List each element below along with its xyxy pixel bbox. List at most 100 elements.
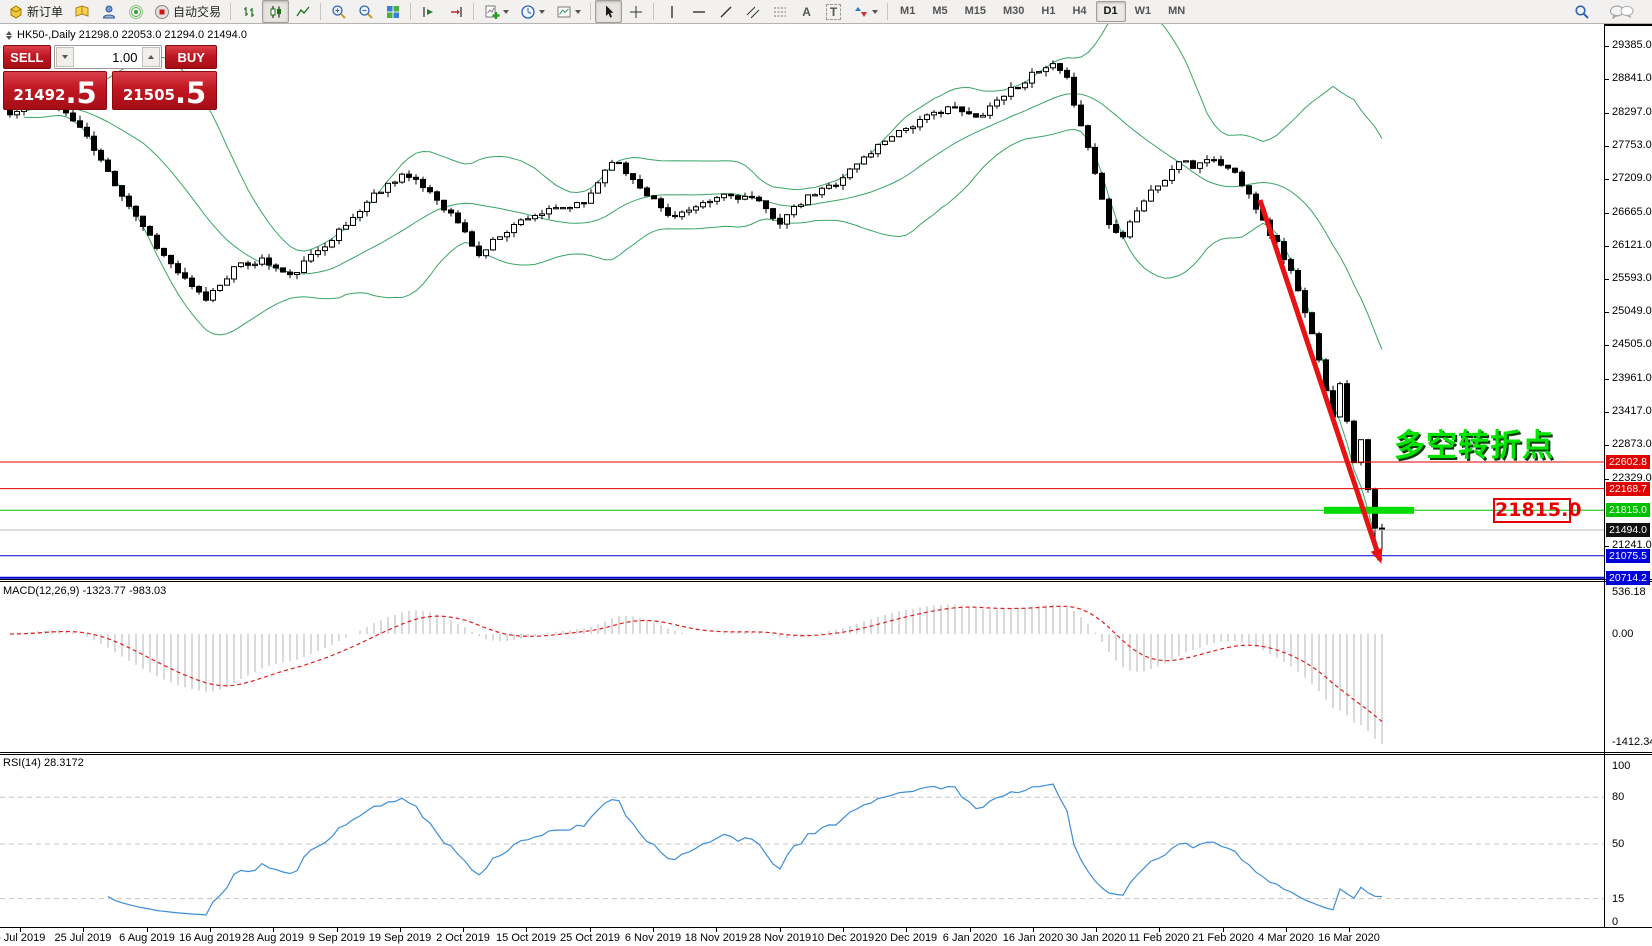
timeframe-button-m5[interactable]: M5 [932, 5, 948, 17]
profile-button[interactable] [95, 0, 122, 23]
timeframe-button-w1[interactable]: W1 [1134, 5, 1152, 17]
date-tick-mark [843, 928, 844, 932]
date-tick-mark [337, 928, 338, 932]
price-tick-label: 25049.0 [1612, 305, 1652, 317]
volume-input[interactable] [74, 46, 142, 68]
crosshair-button[interactable] [622, 0, 649, 23]
zoom-out-button[interactable] [352, 0, 379, 23]
date-label: 20 Dec 2019 [874, 932, 938, 944]
chart-shift-icon [450, 6, 462, 17]
date-axis[interactable]: 5 Jul 2019 25 Jul 2019 6 Aug 2019 16 Aug 20… [0, 928, 1652, 946]
trendline-button[interactable] [712, 0, 739, 23]
timeframe-button-m1[interactable]: M1 [900, 5, 916, 17]
ask-price-display[interactable]: 21505.5 [112, 71, 217, 110]
date-label: 16 Mar 2020 [1318, 932, 1380, 944]
zoom-in-button[interactable] [325, 0, 352, 23]
cursor-button[interactable] [595, 0, 623, 23]
date-label: 25 Jul 2019 [54, 932, 112, 944]
timeframe-group: M1 M5 M15 M30 H1 H4 D1 W1 MN [892, 1, 1193, 22]
timeframe-button-m15[interactable]: M15 [964, 5, 986, 17]
price-tick-mark [1604, 213, 1609, 214]
date-tick-mark [400, 928, 401, 932]
volume-increase-button[interactable] [142, 47, 161, 67]
toolbar-separator [887, 3, 889, 20]
search-button[interactable] [1568, 0, 1595, 23]
date-tick-mark [1096, 928, 1097, 932]
indicators-button[interactable] [478, 0, 514, 23]
price-tick-mark [1604, 445, 1609, 446]
macd-indicator-plot[interactable] [0, 582, 1604, 752]
date-label: 21 Feb 2020 [1192, 932, 1254, 944]
macd-axis-label: 536.18 [1612, 586, 1646, 598]
date-label: 9 Sep 2019 [308, 932, 366, 944]
signal-button[interactable] [122, 0, 149, 23]
rsi-indicator-plot[interactable] [0, 755, 1604, 927]
buy-button[interactable]: BUY [165, 45, 217, 69]
price-chart-plot[interactable] [0, 24, 1604, 580]
timeframe-button-h4[interactable]: H4 [1072, 5, 1087, 17]
label-tool-label: T [825, 3, 842, 20]
auto-scroll-button[interactable] [415, 0, 442, 23]
price-chip: 21815.0 [1606, 503, 1650, 517]
tips-icon [75, 4, 89, 17]
shapes-button[interactable] [847, 0, 883, 23]
candlestick-chart-button[interactable] [262, 0, 290, 23]
caret-down-icon [61, 55, 68, 59]
toolbar-separator [473, 3, 475, 20]
price-tick-mark [1604, 146, 1609, 147]
date-label: 4 Mar 2020 [1258, 932, 1314, 944]
date-tick-mark [526, 928, 527, 932]
periods-button[interactable] [514, 0, 550, 23]
tile-windows-button[interactable] [379, 0, 406, 23]
price-tick-mark [1604, 79, 1609, 80]
new-order-button[interactable]: 新订单 [3, 1, 68, 22]
timeframe-button-d1[interactable]: D1 [1095, 1, 1126, 22]
bid-price-display[interactable]: 21492.5 [3, 71, 108, 110]
date-label: 18 Nov 2019 [684, 932, 748, 944]
price-tick-mark [1604, 312, 1609, 313]
timeframe-button-mn[interactable]: MN [1168, 5, 1186, 17]
date-tick-mark [273, 928, 274, 932]
date-tick-mark [83, 928, 84, 932]
dropdown-caret-icon [502, 9, 509, 14]
price-tick-mark [1604, 412, 1609, 413]
chart-shift-button[interactable] [442, 0, 469, 23]
fibonacci-button[interactable] [766, 0, 793, 23]
price-tick-mark [1604, 379, 1609, 380]
line-chart-button[interactable] [289, 0, 316, 23]
text-button[interactable]: A [793, 0, 820, 23]
timeframe-button-h1[interactable]: H1 [1041, 5, 1056, 17]
clock-icon [520, 4, 535, 19]
price-tick-label: 22329.0 [1612, 472, 1652, 484]
price-tick-mark [1604, 179, 1609, 180]
volume-decrease-button[interactable] [55, 47, 74, 67]
panel-separator[interactable] [0, 579, 1652, 582]
template-icon [557, 6, 571, 17]
one-click-toggle-icon[interactable] [6, 30, 12, 40]
macd-axis-label: 0.00 [1612, 628, 1634, 640]
auto-trading-button[interactable]: 自动交易 [149, 1, 226, 22]
tips-button[interactable] [68, 0, 95, 23]
templates-button[interactable] [550, 0, 586, 23]
horizontal-line-button[interactable] [685, 0, 712, 23]
toolbar-separator [590, 3, 592, 20]
rsi-axis-label: 50 [1612, 838, 1625, 850]
dropdown-caret-icon [538, 9, 545, 14]
price-level-annotation[interactable]: 21815.0 [1493, 498, 1582, 523]
turning-point-annotation[interactable]: 多空转折点 [1394, 428, 1554, 463]
date-label: 28 Nov 2019 [748, 932, 812, 944]
date-tick-mark [1159, 928, 1160, 932]
auto-trading-label: 自动交易 [173, 5, 222, 19]
vertical-line-button[interactable] [658, 0, 685, 23]
candlestick-chart-icon [270, 5, 281, 18]
text-label-button[interactable]: T [820, 0, 847, 23]
rsi-label: RSI(14) 28.3172 [3, 757, 84, 769]
timeframe-button-m30[interactable]: M30 [1003, 5, 1025, 17]
equidistant-channel-button[interactable] [739, 0, 766, 23]
chat-button[interactable] [1603, 0, 1639, 23]
panel-separator[interactable] [0, 752, 1652, 755]
macd-label: MACD(12,26,9) -1323.77 -983.03 [3, 585, 167, 597]
bar-chart-button[interactable] [235, 0, 262, 23]
sell-button[interactable]: SELL [3, 45, 51, 69]
